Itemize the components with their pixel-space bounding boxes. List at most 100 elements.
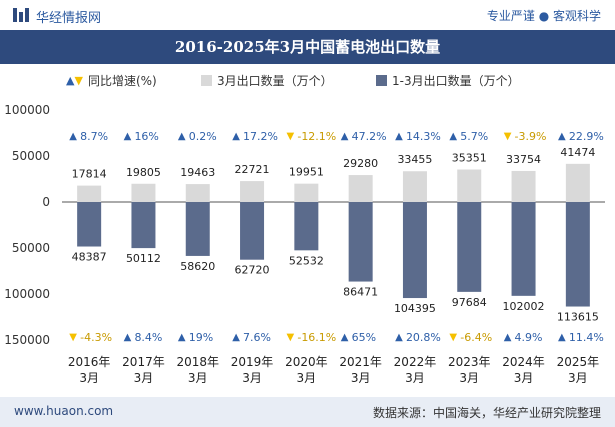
growth-up-arrow-icon: ▲: [232, 332, 240, 343]
bar-cumulative: [402, 202, 427, 299]
growth-label-march: 14.3%: [406, 130, 441, 143]
x-tick-label: 3月: [459, 371, 479, 385]
bar-cumulative: [294, 202, 319, 251]
growth-up-arrow-icon: ▲: [558, 131, 566, 142]
bar-march: [294, 183, 319, 202]
growth-up-arrow-icon: ▲: [504, 332, 512, 343]
growth-label-cumulative: 19%: [189, 331, 213, 344]
x-tick-label: 3月: [568, 371, 588, 385]
bar-march: [457, 169, 482, 202]
data-label-march: 41474: [560, 146, 595, 159]
legend-march: 3月出口数量（万个）: [201, 72, 333, 89]
growth-label-march: 8.7%: [80, 130, 108, 143]
growth-up-arrow-icon: ▲: [232, 131, 240, 142]
data-label-cumulative: 86471: [343, 286, 378, 299]
data-label-march: 22721: [235, 163, 270, 176]
growth-label-march: 5.7%: [460, 130, 488, 143]
legend-cumulative: 1-3月出口数量（万个）: [376, 72, 520, 89]
growth-up-arrow-icon: ▲: [178, 332, 186, 343]
top-bar: 华经情报网 专业严谨 ● 客观科学: [0, 0, 615, 30]
legend-growth-label: 同比增速(%): [87, 74, 157, 88]
bar-cumulative: [77, 202, 102, 247]
growth-label-cumulative: 4.9%: [515, 331, 543, 344]
bar-march: [511, 170, 536, 202]
bar-march: [77, 185, 102, 202]
data-label-cumulative: 97684: [452, 296, 487, 309]
growth-label-march: -3.9%: [515, 130, 547, 143]
growth-down-arrow-icon: ▼: [449, 332, 457, 343]
data-label-cumulative: 52532: [289, 254, 324, 267]
brand-name: 华经情报网: [36, 11, 102, 26]
growth-up-arrow-icon: ▲: [341, 332, 349, 343]
y-tick-label: 100000: [4, 103, 50, 117]
bar-cumulative: [131, 202, 156, 249]
x-tick-label: 3月: [405, 371, 425, 385]
title-bar: [0, 30, 615, 64]
data-label-march: 29280: [343, 157, 378, 170]
chart-legend: ▲ ▼ 同比增速(%) 3月出口数量（万个） 1-3月出口数量（万个）: [0, 72, 615, 92]
x-tick-label: 3月: [514, 371, 534, 385]
bar-cumulative: [348, 202, 373, 282]
growth-up-arrow-icon: ▲: [124, 332, 132, 343]
legend-cumulative-label: 1-3月出口数量（万个）: [392, 74, 520, 88]
data-label-cumulative: 50112: [126, 252, 161, 265]
legend-cumulative-swatch: [376, 75, 387, 86]
footer-source: 数据来源：中国海关，华经产业研究院整理: [372, 406, 601, 420]
x-tick-label: 2024年: [502, 355, 545, 369]
growth-label-march: 16%: [134, 130, 158, 143]
growth-up-arrow-icon: ▲: [395, 131, 403, 142]
growth-label-march: -12.1%: [297, 130, 336, 143]
data-label-march: 17814: [72, 168, 107, 181]
footer-website: www.huaon.com: [14, 404, 114, 418]
growth-label-cumulative: 7.6%: [243, 331, 271, 344]
data-label-cumulative: 113615: [557, 311, 599, 324]
data-label-march: 33754: [506, 153, 541, 166]
tagline: 专业严谨 ● 客观科学: [486, 9, 601, 23]
y-tick-label: 150000: [4, 333, 50, 347]
x-tick-label: 2021年: [339, 355, 382, 369]
bar-march: [131, 183, 156, 202]
growth-up-arrow-icon: ▲: [558, 332, 566, 343]
legend-march-label: 3月出口数量（万个）: [217, 74, 333, 88]
y-tick-label: 50000: [12, 149, 50, 163]
growth-up-arrow-icon: ▲: [449, 131, 457, 142]
growth-label-cumulative: 65%: [352, 331, 376, 344]
x-tick-label: 3月: [134, 371, 154, 385]
data-label-march: 19805: [126, 166, 161, 179]
data-label-cumulative: 104395: [394, 302, 436, 315]
y-tick-label: 100000: [4, 287, 50, 301]
bar-march: [185, 184, 210, 202]
chart-plot: 100000 50000 0 50000 100000 150000 17814 48387…: [4, 103, 605, 385]
legend-down-arrow-icon: ▼: [74, 74, 83, 87]
legend-up-arrow-icon: ▲: [66, 74, 75, 87]
bar-cumulative: [565, 202, 590, 307]
x-tick-label: 2018年: [176, 355, 219, 369]
growth-label-cumulative: 20.8%: [406, 331, 441, 344]
bars-group: [77, 163, 590, 307]
x-tick-label: 2017年: [122, 355, 165, 369]
bar-march: [402, 171, 427, 202]
growth-label-march: 0.2%: [189, 130, 217, 143]
growth-label-cumulative: -6.4%: [460, 331, 492, 344]
bar-cumulative: [457, 202, 482, 292]
x-axis: 2016年 3月 2017年 3月 2018年 3月 2019年 3月 2020年 3月 2021年…: [68, 355, 599, 385]
x-tick-label: 3月: [188, 371, 208, 385]
x-tick-label: 2019年: [231, 355, 274, 369]
growth-down-arrow-icon: ▼: [286, 332, 294, 343]
y-tick-label: 50000: [12, 241, 50, 255]
growth-label-march: 47.2%: [352, 130, 387, 143]
logo-icon: [13, 8, 29, 22]
data-label-cumulative: 58620: [180, 260, 215, 273]
data-label-cumulative: 48387: [72, 251, 107, 264]
legend-march-swatch: [201, 75, 212, 86]
data-label-cumulative: 62720: [235, 264, 270, 277]
bar-cumulative: [240, 202, 265, 260]
bar-cumulative: [185, 202, 210, 256]
growth-up-arrow-icon: ▲: [69, 131, 77, 142]
growth-down-arrow-icon: ▼: [504, 131, 512, 142]
x-tick-label: 3月: [351, 371, 371, 385]
growth-up-arrow-icon: ▲: [395, 332, 403, 343]
growth-label-march: 17.2%: [243, 130, 278, 143]
x-tick-label: 2016年: [68, 355, 111, 369]
